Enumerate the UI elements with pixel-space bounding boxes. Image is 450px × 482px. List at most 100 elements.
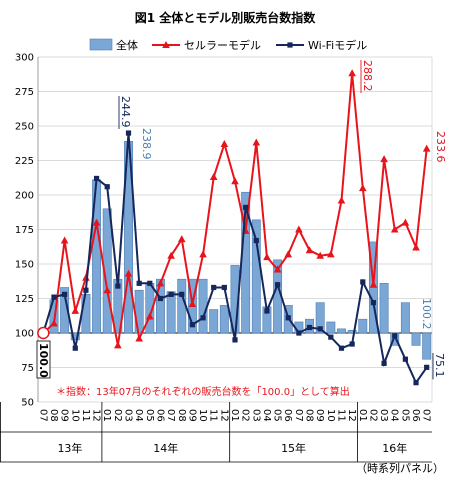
- point-wifi-17: [221, 284, 227, 291]
- point-wifi-11: [157, 295, 164, 302]
- point-wifi-30: [360, 279, 366, 285]
- point-cellular-14: [188, 300, 197, 308]
- y-tick-label: 300: [15, 53, 34, 64]
- x-tick-label: 04: [389, 409, 400, 422]
- label-wifi-peak-text: 244.9: [119, 96, 132, 128]
- point-wifi-15: [200, 315, 206, 321]
- y-tick-label: 200: [15, 191, 34, 202]
- y-tick-label: 175: [15, 225, 34, 236]
- x-tick-label: 09: [314, 409, 325, 422]
- x-tick-label: 06: [410, 409, 421, 422]
- x-tick-label: 04: [261, 409, 272, 422]
- label-wifi-peak: 244.9: [118, 96, 132, 129]
- bar-total-4: [81, 294, 91, 334]
- year-label: 15年: [281, 441, 306, 455]
- x-tick-label: 09: [59, 409, 70, 422]
- x-tick-label: 01: [357, 409, 368, 422]
- point-cellular-31: [369, 280, 378, 288]
- x-tick-label: 07: [37, 409, 48, 422]
- x-tick-label: 02: [112, 409, 123, 422]
- label-wifi-end-text: 75.1: [433, 353, 446, 378]
- point-cellular-6: [103, 286, 112, 294]
- bar-total-29: [347, 329, 357, 334]
- y-tick-label: 225: [15, 156, 34, 167]
- bar-total-16: [209, 309, 219, 334]
- legend-marker-cellular: [162, 41, 170, 48]
- label-cellular-peak: 288.2: [360, 60, 374, 93]
- x-axis: 07 08 09 10 11 12 01 02 03 04 05 06 07 08 09 10 11 12 01 02…: [0, 402, 444, 475]
- point-wifi-26: [317, 326, 323, 332]
- point-wifi-32: [381, 360, 387, 366]
- label-cellular-end: 233.6: [434, 131, 447, 163]
- y-tick-label: 50: [21, 398, 34, 409]
- point-cellular-23: [284, 250, 293, 258]
- label-total-peak-text: 238.9: [140, 128, 153, 160]
- x-tick-label: 04: [133, 409, 144, 422]
- point-wifi-28: [338, 345, 345, 351]
- x-tick-label: 11: [208, 409, 219, 422]
- legend-label-cellular: セルラーモデル: [184, 38, 261, 52]
- x-tick-label: 05: [144, 409, 155, 422]
- x-tick-label: 11: [80, 409, 91, 422]
- bar-total-11: [156, 278, 165, 334]
- point-cellular-24: [295, 225, 303, 233]
- point-cellular-2: [60, 236, 69, 244]
- x-tick-label: 06: [154, 409, 165, 422]
- point-wifi-18: [232, 337, 238, 343]
- bar-total-17: [219, 305, 229, 334]
- point-cellular-25: [305, 246, 314, 254]
- x-tick-label: 02: [367, 409, 378, 422]
- label-cellular-end-text: 233.6: [434, 131, 447, 163]
- point-cellular-26: [316, 251, 324, 259]
- point-wifi-35: [413, 380, 419, 386]
- x-tick-label: 01: [229, 409, 240, 422]
- y-tick-label: 150: [15, 260, 34, 271]
- annotations: 100.0 244.9 238.9 288.2 233.6 100.2 75.1 ＊指数：13…: [36, 60, 447, 398]
- point-cellular-29: [348, 69, 356, 77]
- x-tick-label: 10: [69, 409, 80, 422]
- x-tick-label: 08: [304, 409, 315, 422]
- point-wifi-12: [168, 291, 174, 297]
- legend-label-wifi: Wi-Fiモデル: [308, 38, 367, 52]
- chart-title: 図1 全体とモデル別販売台数指数: [135, 10, 317, 25]
- x-tick-label: 12: [218, 409, 229, 422]
- point-cellular-33: [390, 225, 399, 233]
- point-wifi-14: [189, 322, 196, 328]
- bars-total: [38, 141, 432, 360]
- x-tick-label: 07: [293, 409, 304, 422]
- x-tick-label: 03: [250, 409, 261, 422]
- point-wifi-9: [136, 280, 142, 286]
- point-cellular-20: [252, 138, 261, 146]
- x-tick-label: 07: [421, 409, 432, 422]
- point-cellular-7: [114, 341, 122, 349]
- point-cellular-32: [380, 155, 388, 163]
- x-tick-label: 10: [325, 409, 336, 422]
- x-tick-label: 09: [186, 409, 197, 422]
- point-cellular-30: [358, 184, 367, 192]
- point-cellular-34: [401, 218, 410, 226]
- point-wifi-25: [306, 324, 313, 331]
- point-cellular-3: [71, 306, 80, 314]
- point-wifi-31: [370, 300, 377, 306]
- legend-marker-wifi: [287, 42, 293, 48]
- bar-total-26: [315, 302, 325, 334]
- point-wifi-2: [62, 291, 68, 297]
- point-wifi-23: [285, 315, 291, 321]
- point-wifi-8: [125, 130, 132, 136]
- point-cellular-13: [177, 235, 186, 243]
- legend: 全体 セルラーモデル Wi-Fiモデル: [89, 38, 367, 52]
- label-cellular-peak-text: 288.2: [361, 60, 374, 92]
- y-tick-label: 250: [15, 122, 34, 133]
- point-wifi-27: [328, 334, 334, 340]
- x-tick-label: 02: [240, 409, 251, 422]
- bar-total-32: [379, 283, 389, 334]
- bar-total-15: [198, 278, 208, 334]
- point-wifi-34: [402, 356, 408, 362]
- series-lines: [37, 69, 431, 386]
- point-wifi-19: [243, 204, 249, 211]
- point-cellular-17: [220, 139, 229, 147]
- label-total-end-text: 100.2: [420, 298, 433, 330]
- point-wifi-7: [115, 283, 121, 289]
- point-cellular-18: [231, 177, 239, 185]
